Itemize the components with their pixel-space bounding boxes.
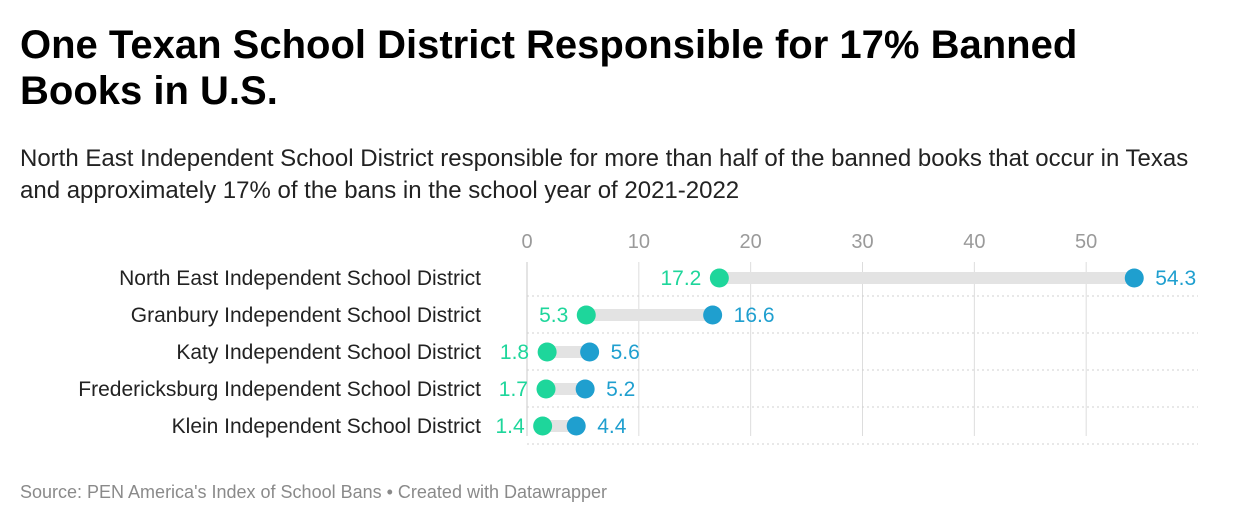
category-label: Katy Independent School District — [176, 341, 481, 364]
dot-range-chart: 0 10 20 30 40 50 North East Independent Schoo… — [78, 231, 1198, 445]
x-tick-label: 50 — [1075, 231, 1097, 253]
x-tick-label: 20 — [740, 231, 762, 253]
x-axis-ticks: 0 10 20 30 40 50 — [521, 231, 1097, 253]
start-value-label: 1.8 — [500, 341, 529, 364]
start-dot — [709, 268, 729, 288]
end-value-label: 5.6 — [611, 341, 640, 364]
end-dot — [1124, 268, 1144, 288]
start-value-label: 5.3 — [539, 304, 568, 327]
start-value-label: 1.4 — [495, 415, 525, 438]
x-tick-label: 10 — [628, 231, 650, 253]
labels: North East Independent School District 17… — [78, 267, 1196, 438]
start-dot — [536, 379, 556, 399]
end-value-label: 4.4 — [597, 415, 627, 438]
data-dots — [533, 268, 1144, 436]
end-dot — [575, 379, 595, 399]
start-dot — [576, 305, 596, 325]
chart-subtitle: North East Independent School District r… — [20, 145, 1189, 204]
x-tick-label: 0 — [521, 231, 532, 253]
end-dot — [703, 305, 723, 325]
end-dot — [566, 416, 586, 436]
end-value-label: 5.2 — [606, 378, 635, 401]
chart-title: One Texan School District Responsible fo… — [20, 23, 1078, 113]
start-value-label: 1.7 — [499, 378, 528, 401]
end-dot — [580, 342, 600, 362]
source-note: Source: PEN America's Index of School Ba… — [20, 482, 608, 502]
row-guides — [527, 295, 1198, 445]
start-value-label: 17.2 — [660, 267, 701, 290]
x-tick-label: 30 — [851, 231, 873, 253]
end-value-label: 16.6 — [734, 304, 775, 327]
start-dot — [533, 416, 553, 436]
category-label: North East Independent School District — [119, 267, 481, 290]
category-label: Fredericksburg Independent School Distri… — [78, 378, 481, 401]
start-dot — [537, 342, 557, 362]
category-label: Granbury Independent School District — [131, 304, 481, 327]
x-tick-label: 40 — [963, 231, 985, 253]
category-label: Klein Independent School District — [172, 415, 482, 438]
end-value-label: 54.3 — [1155, 267, 1196, 290]
